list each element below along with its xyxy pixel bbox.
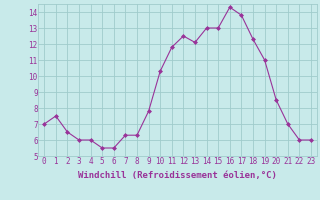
X-axis label: Windchill (Refroidissement éolien,°C): Windchill (Refroidissement éolien,°C) xyxy=(78,171,277,180)
